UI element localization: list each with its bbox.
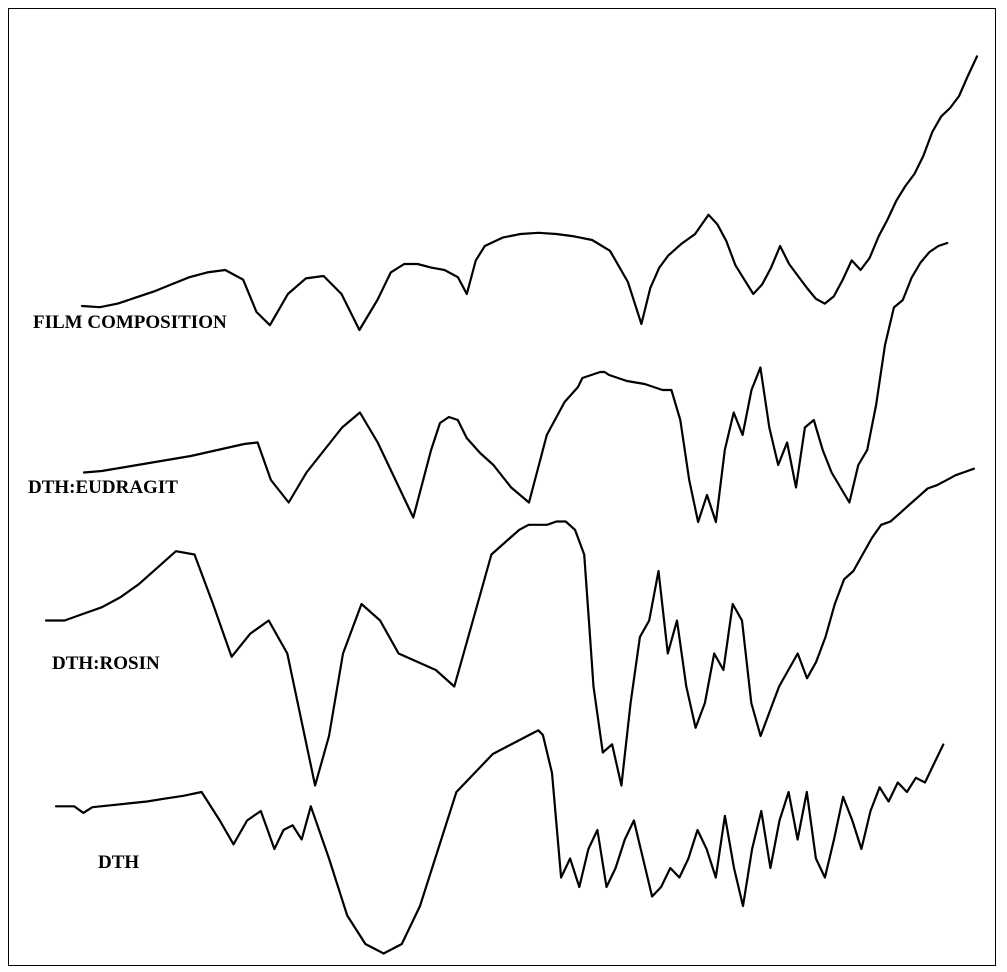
trace-dth-eudragit [82,241,949,524]
label-dth-rosin: DTH:ROSIN [52,653,160,674]
label-dth: DTH [98,852,139,873]
spectra-traces [44,55,979,955]
label-film-composition: FILM COMPOSITION [33,312,227,333]
trace-dth-rosin [44,467,976,787]
trace-film-composition [80,55,979,332]
chart-frame [8,8,996,966]
label-dth-eudragit: DTH:EUDRAGIT [28,477,178,498]
series-labels: FILM COMPOSITION DTH:EUDRAGIT DTH:ROSIN DTH [28,312,227,873]
trace-dth [54,729,945,955]
